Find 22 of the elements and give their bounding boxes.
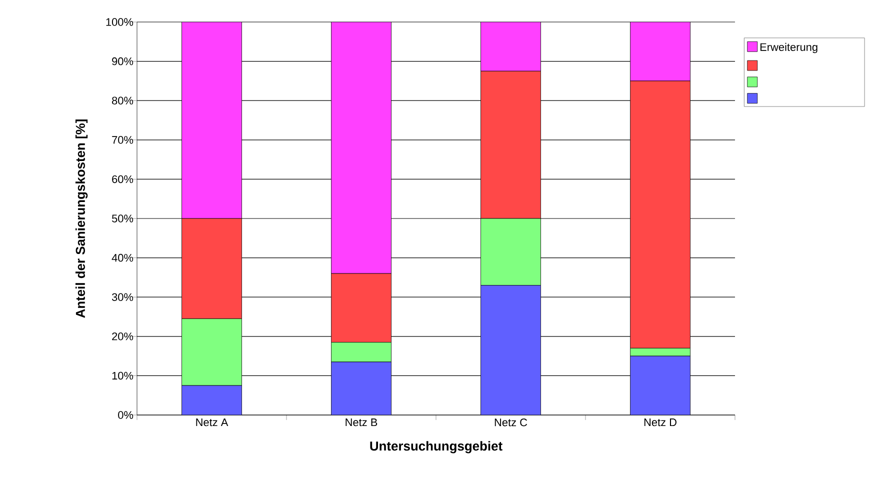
bar <box>331 362 392 415</box>
y-tick-label: 30% <box>112 293 134 301</box>
y-tick-label: 70% <box>112 136 134 144</box>
y-tick-label: 100% <box>106 18 134 26</box>
bar <box>480 285 541 415</box>
legend-label: Erweiterung <box>760 42 818 54</box>
x-axis-title: Untersuchungsgebiet <box>370 441 502 454</box>
y-tick-label: 50% <box>112 214 134 222</box>
y-axis-title: Anteil der Sanierungskosten [%] <box>75 120 88 318</box>
y-tick-label: 80% <box>112 96 134 104</box>
x-tick-label: Netz D <box>644 418 676 426</box>
bar <box>630 356 690 415</box>
x-tick-label: Netz A <box>196 418 228 426</box>
y-tick-label: 10% <box>112 372 134 380</box>
y-tick-label: 0% <box>118 411 134 419</box>
y-tick-label: 60% <box>112 175 134 184</box>
x-tick-label: Netz B <box>346 418 378 426</box>
y-tick-label: 40% <box>112 254 134 262</box>
x-tick-label: Netz C <box>494 418 528 426</box>
y-tick-label: 20% <box>112 332 134 340</box>
bar <box>182 385 242 415</box>
y-tick-label: 90% <box>112 57 134 66</box>
